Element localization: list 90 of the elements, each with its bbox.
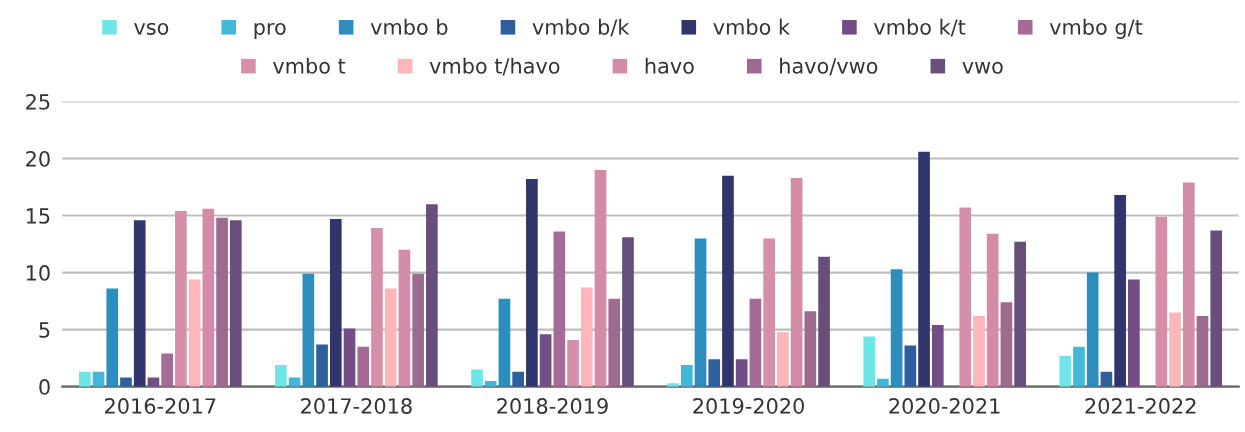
- bar: [1014, 241, 1026, 387]
- bar: [667, 383, 679, 387]
- bar: [329, 218, 342, 387]
- bar: [1128, 279, 1140, 387]
- x-tick-label: 2021-2022: [1085, 398, 1196, 414]
- y-tick-label: 5: [39, 322, 50, 338]
- bar: [790, 177, 803, 387]
- bar: [763, 238, 775, 387]
- x-tick-label: 2016-2017: [105, 398, 216, 414]
- bar: [1000, 302, 1013, 387]
- bar: [175, 211, 187, 387]
- y-tick-label: 10: [26, 265, 50, 281]
- bar: [1155, 216, 1168, 387]
- bar: [371, 228, 383, 387]
- bar: [78, 371, 91, 387]
- legend-label: havo/vwo: [780, 57, 878, 76]
- legend-label: vwo: [962, 61, 1003, 74]
- bar: [161, 353, 173, 387]
- bar: [918, 151, 930, 387]
- bar: [484, 380, 497, 387]
- bar: [133, 220, 146, 387]
- bar: [526, 179, 538, 387]
- bar: [567, 339, 579, 387]
- bar: [904, 345, 917, 387]
- bar: [931, 325, 944, 387]
- bar: [804, 311, 817, 387]
- bar: [877, 378, 889, 387]
- y-tick-label: 25: [26, 93, 50, 110]
- bar: [749, 298, 762, 387]
- y-tick-label: 20: [26, 151, 50, 167]
- bar: [863, 336, 875, 387]
- bar: [106, 288, 119, 387]
- bar: [471, 369, 483, 387]
- legend-label: vmbo t/havo: [429, 57, 560, 76]
- bar: [357, 346, 370, 387]
- bar: [1182, 182, 1195, 387]
- y-tick-label: 15: [26, 208, 50, 224]
- legend-label: vmbo k: [713, 18, 790, 35]
- legend-label: vmbo g/t: [1049, 18, 1143, 39]
- bar: [708, 359, 721, 387]
- bar: [1114, 195, 1126, 387]
- x-tick-label: 2019-2020: [693, 398, 804, 414]
- bar: [302, 273, 315, 387]
- legend-label: havo: [645, 57, 694, 74]
- x-tick-label: 2020-2021: [889, 398, 1000, 414]
- legend-label: vmbo t: [272, 57, 346, 74]
- bar: [973, 315, 985, 387]
- legend-label: vmbo k/t: [873, 18, 966, 37]
- bar: [722, 175, 734, 387]
- bar: [694, 238, 707, 387]
- bar: [202, 208, 215, 387]
- bar: [594, 169, 607, 387]
- y-tick-label: 0: [39, 379, 50, 395]
- legend-label: pro: [254, 22, 286, 39]
- bar: [1196, 315, 1209, 387]
- bar: [959, 207, 972, 387]
- bar: [986, 233, 999, 387]
- bar: [343, 328, 356, 387]
- bar: [580, 287, 593, 387]
- bar: [426, 204, 438, 387]
- bar: [1210, 230, 1223, 387]
- bar: [539, 334, 552, 387]
- bar: [818, 256, 830, 387]
- bar: [1059, 355, 1072, 387]
- bar: [498, 298, 511, 387]
- bar: [735, 359, 748, 387]
- bar: [188, 279, 201, 387]
- bar: [1169, 312, 1181, 387]
- bar: [316, 344, 328, 387]
- bar: [622, 237, 634, 387]
- legend-label: vmbo b/k: [532, 18, 630, 37]
- x-tick-label: 2017-2018: [301, 398, 412, 414]
- x-tick-label: 2018-2019: [497, 398, 608, 414]
- bar: [1086, 272, 1099, 387]
- bar: [398, 249, 411, 387]
- bar: [680, 364, 693, 387]
- bar: [412, 273, 424, 387]
- bar: [275, 364, 287, 387]
- legend-label: vso: [134, 22, 169, 35]
- bar: [384, 288, 397, 387]
- legend-label: vmbo b: [370, 18, 448, 35]
- bar: [216, 217, 228, 387]
- bar: [1073, 346, 1085, 387]
- bar: [553, 231, 566, 387]
- bar: [512, 371, 524, 387]
- bar: [229, 220, 242, 387]
- bar: [608, 298, 621, 387]
- bar: [890, 269, 903, 387]
- bar: [120, 377, 132, 387]
- bar: [777, 331, 789, 387]
